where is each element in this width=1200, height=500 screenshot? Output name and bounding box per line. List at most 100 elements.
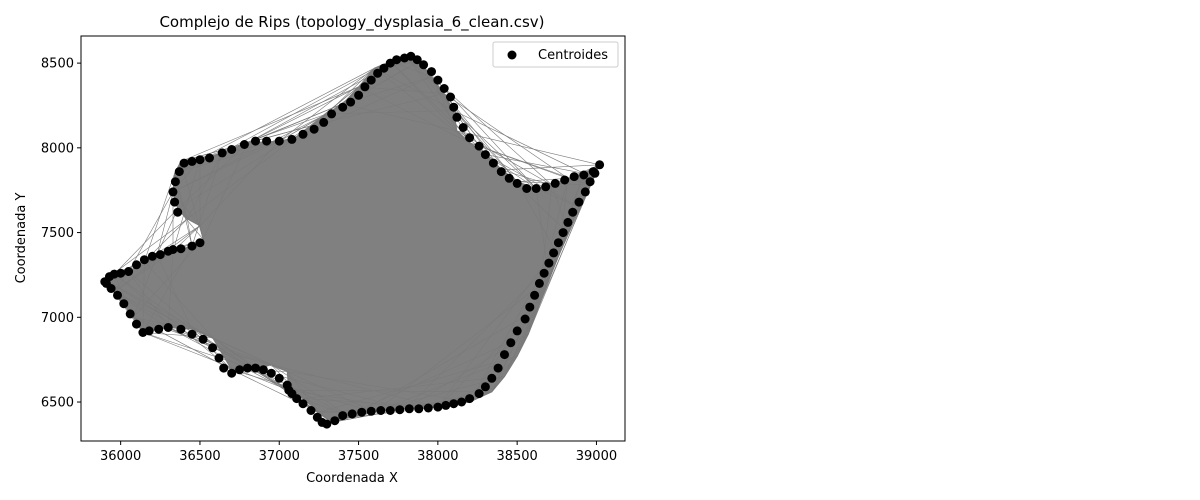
centroid-point bbox=[433, 402, 443, 412]
centroid-point bbox=[520, 314, 530, 324]
centroid-point bbox=[446, 92, 455, 102]
centroid-point bbox=[580, 187, 590, 197]
centroid-point bbox=[195, 155, 205, 165]
centroid-point bbox=[298, 399, 308, 409]
plot-area bbox=[100, 51, 605, 429]
x-axis-ticks: 36000 36500 37000 37500 38000 38500 39000 bbox=[100, 441, 617, 464]
complex-edge bbox=[405, 56, 518, 182]
x-axis-label: Coordenada X bbox=[306, 471, 398, 486]
centroid-point bbox=[176, 244, 186, 254]
complex-edge bbox=[247, 86, 359, 144]
complex-edge bbox=[174, 137, 296, 174]
complex-edge bbox=[405, 256, 559, 410]
legend-entry-centroides: Centroides bbox=[538, 48, 608, 63]
centroid-point bbox=[487, 373, 497, 383]
complex-edge bbox=[279, 67, 375, 142]
complex-edge bbox=[114, 291, 272, 365]
centroid-point bbox=[163, 323, 173, 332]
centroid-point bbox=[274, 136, 284, 146]
complex-edge bbox=[390, 61, 458, 132]
centroid-point bbox=[101, 278, 111, 288]
centroid-point bbox=[227, 145, 237, 154]
centroid-point bbox=[258, 365, 268, 375]
rips-complex bbox=[104, 55, 601, 423]
centroid-point bbox=[553, 238, 563, 248]
centroid-point bbox=[208, 343, 218, 353]
centroid-point bbox=[560, 175, 570, 185]
centroid-point bbox=[404, 404, 414, 414]
centroid-point bbox=[427, 67, 436, 77]
centroid-point bbox=[338, 411, 348, 421]
complex-edge bbox=[350, 308, 538, 418]
centroid-point bbox=[512, 326, 522, 336]
centroid-point bbox=[465, 133, 475, 143]
complex-edge bbox=[318, 356, 518, 413]
centroid-point bbox=[327, 109, 337, 119]
complex-edge bbox=[144, 261, 213, 338]
complex-edge bbox=[114, 273, 232, 371]
centroid-point bbox=[366, 75, 376, 85]
centroid-point bbox=[563, 217, 573, 227]
complex-edge bbox=[374, 356, 518, 413]
centroid-point bbox=[544, 258, 554, 268]
complex-edge bbox=[177, 142, 248, 210]
centroid-point bbox=[439, 84, 449, 93]
centroid-point bbox=[541, 182, 551, 192]
centroid-point bbox=[465, 394, 475, 404]
x-tick-label: 36000 bbox=[100, 449, 141, 464]
legend-box bbox=[492, 41, 619, 68]
centroid-point bbox=[239, 140, 249, 149]
centroid-point bbox=[569, 172, 579, 182]
complex-edge bbox=[504, 232, 569, 377]
complex-edge bbox=[199, 140, 280, 227]
chart-title: Complejo de Rips (topology_dysplasia_6_c… bbox=[159, 13, 544, 32]
x-tick-label: 38000 bbox=[417, 449, 458, 464]
centroid-point bbox=[480, 382, 490, 392]
x-tick-label: 39000 bbox=[576, 449, 617, 464]
centroid-point bbox=[550, 178, 560, 188]
centroid-point bbox=[590, 168, 600, 178]
legend: Centroides bbox=[492, 41, 619, 68]
complex-edge bbox=[501, 169, 553, 186]
centroid-point bbox=[414, 404, 424, 414]
centroid-point bbox=[496, 167, 506, 177]
complex-edge bbox=[405, 333, 529, 410]
centroid-point bbox=[568, 207, 578, 217]
centroid-point bbox=[423, 403, 433, 413]
complex-edge bbox=[114, 225, 201, 293]
centroid-point bbox=[138, 328, 148, 337]
complex-edge bbox=[288, 389, 492, 393]
centroid-point bbox=[493, 363, 503, 373]
centroid-point bbox=[549, 248, 559, 258]
centroid-point bbox=[392, 55, 402, 65]
centroid-point bbox=[235, 365, 245, 375]
complex-edge bbox=[180, 86, 359, 162]
centroid-point bbox=[522, 184, 532, 193]
complex-edge bbox=[485, 154, 584, 174]
y-tick-label: 8500 bbox=[41, 57, 74, 72]
centroid-point bbox=[266, 368, 276, 378]
centroid-point bbox=[354, 90, 364, 100]
centroid-point bbox=[531, 184, 541, 193]
complex-edge bbox=[187, 137, 296, 220]
centroid-point bbox=[539, 268, 549, 278]
centroid-point bbox=[330, 416, 340, 426]
complex-edge bbox=[156, 208, 178, 255]
centroid-point bbox=[412, 55, 422, 65]
centroid-point bbox=[251, 136, 260, 146]
complex-edge bbox=[350, 376, 505, 418]
centroid-point bbox=[506, 338, 516, 348]
centroid-point bbox=[385, 406, 395, 415]
centroid-point bbox=[306, 406, 316, 415]
axes-frame bbox=[80, 35, 626, 442]
centroid-point bbox=[574, 197, 584, 207]
centroid-point bbox=[274, 373, 284, 383]
centroid-point bbox=[338, 102, 348, 112]
centroid-point bbox=[139, 255, 149, 265]
centroid-point bbox=[179, 158, 189, 168]
centroid-point bbox=[360, 82, 370, 92]
centroid-point bbox=[488, 158, 498, 168]
complex-edge bbox=[517, 178, 568, 182]
centroid-point bbox=[457, 397, 467, 407]
complex-edge bbox=[172, 158, 201, 252]
